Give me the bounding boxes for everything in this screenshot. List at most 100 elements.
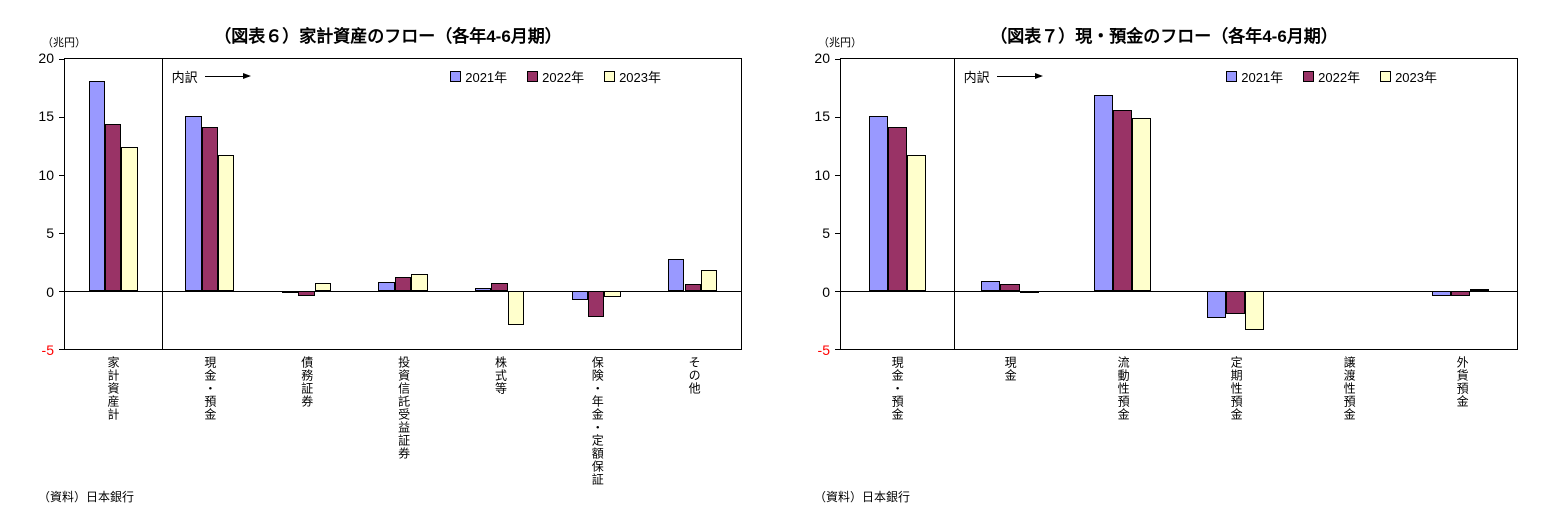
bar (1113, 110, 1133, 291)
y-tick-mark (59, 59, 65, 60)
legend-label: 2021年 (1241, 70, 1284, 85)
x-axis-category-label: 現金・預金 (202, 356, 217, 421)
bar (906, 155, 927, 291)
y-tick-mark (835, 117, 841, 118)
right-arrow-icon (996, 73, 1043, 79)
legend-item: 2022年 (527, 67, 584, 86)
y-tick-label: 15 (38, 108, 54, 125)
y-axis-unit-label: （兆円） (42, 37, 86, 49)
bar (121, 147, 138, 291)
legend-label: 2022年 (1318, 70, 1361, 85)
legend-swatch (1303, 71, 1315, 82)
x-axis-category-label: 流動性預金 (1116, 356, 1131, 421)
y-tick-label: 15 (814, 108, 830, 125)
plot-area: 内訳 2021年 2022年 2023年 (59, 58, 742, 350)
y-tick-label: 5 (46, 225, 54, 242)
bar (1206, 291, 1226, 318)
bar (1093, 94, 1114, 291)
bar (700, 270, 718, 291)
legend-swatch (1226, 71, 1238, 82)
legend-label: 2023年 (619, 70, 661, 85)
x-axis-category-label: 現金 (1003, 356, 1018, 382)
y-tick-label: 20 (38, 50, 54, 66)
y-tick-label: 0 (822, 283, 830, 300)
bar (1000, 284, 1020, 291)
x-axis-labels: 家計資産計 現金・預金 債務証券 投資信託受益証券 株式等 保険・年金・定額保証 その他 (64, 352, 742, 492)
legend-label: 2021年 (465, 70, 508, 85)
y-tick-mark (835, 291, 841, 292)
zero-axis-line (65, 291, 741, 292)
breakdown-text: 内訳 (963, 70, 990, 85)
bar (218, 155, 235, 291)
x-axis-category-label: 家計資産計 (106, 356, 121, 421)
x-axis-category-label: 譲渡性預金 (1342, 356, 1357, 421)
y-tick-mark (59, 291, 65, 292)
legend-item: 2022年 (1303, 67, 1360, 86)
bar (1132, 118, 1152, 291)
x-axis-category-label: その他 (687, 356, 702, 395)
bar (491, 282, 508, 291)
bar (668, 258, 685, 291)
bar (684, 284, 701, 291)
legend-swatch (527, 71, 539, 82)
legend-swatch (450, 71, 462, 82)
plot-area: 内訳 2021年 2022年 2023年 (835, 58, 1518, 350)
y-tick-label: -5 (817, 342, 830, 358)
bar (88, 81, 106, 291)
legend: 2021年 2022年 2023年 (450, 67, 661, 86)
bar (1225, 291, 1245, 315)
x-axis-category-label: 保険・年金・定額保証 (590, 356, 605, 486)
chart-header: （兆円） （図表６）家計資産のフロー（各年4-6月期） (0, 0, 776, 58)
y-tick-mark (835, 175, 841, 176)
y-tick-label: -5 (41, 342, 54, 358)
x-axis-category-label: 定期性預金 (1229, 356, 1244, 421)
bar (378, 281, 395, 291)
bar (868, 115, 888, 291)
x-axis-category-label: 外貨預金 (1455, 356, 1470, 408)
bar (1244, 291, 1265, 331)
breakdown-label: 内訳 (963, 67, 1043, 86)
legend: 2021年 2022年 2023年 (1226, 67, 1437, 86)
y-tick-mark (835, 349, 841, 350)
legend-item: 2023年 (604, 67, 661, 86)
y-tick-label: 10 (814, 166, 830, 183)
breakdown-label: 内訳 (171, 67, 251, 86)
bar (571, 291, 588, 301)
y-axis: 20 15 10 5 0 -5 (0, 50, 64, 358)
legend-label: 2023年 (1395, 70, 1437, 85)
y-tick-mark (835, 59, 841, 60)
figure6-household-assets-flow-chart: （兆円） （図表６）家計資産のフロー（各年4-6月期） 20 15 10 5 0 -5 内… (0, 0, 776, 504)
y-tick-label: 0 (46, 283, 54, 300)
y-tick-mark (59, 233, 65, 234)
y-tick-label: 10 (38, 166, 54, 183)
chart-body: 20 15 10 5 0 -5 内訳 2021年 2022年 2023年 (0, 50, 776, 358)
legend-item: 2021年 (450, 67, 507, 86)
bar (474, 287, 492, 291)
y-axis: 20 15 10 5 0 -5 (776, 50, 840, 358)
bar (887, 127, 907, 291)
x-axis-category-label: 投資信託受益証券 (396, 356, 411, 460)
bar (1431, 291, 1452, 296)
bar (185, 115, 202, 291)
legend-item: 2023年 (1380, 67, 1437, 86)
bar (1451, 291, 1471, 296)
source-note: （資料）日本銀行 (38, 490, 135, 504)
bar (411, 273, 428, 291)
bar (981, 280, 1001, 291)
legend-swatch (604, 71, 616, 82)
legend-item: 2021年 (1226, 67, 1283, 86)
zero-axis-line (841, 291, 1517, 292)
x-axis-labels: 現金・預金 現金 流動性預金 定期性預金 譲渡性預金 外貨預金 (840, 352, 1518, 492)
bar (587, 291, 605, 317)
bar (604, 291, 621, 297)
y-tick-mark (835, 233, 841, 234)
y-tick-mark (59, 117, 65, 118)
bar (105, 123, 122, 291)
bar (201, 127, 219, 291)
breakdown-text: 内訳 (171, 70, 198, 85)
chart-body: 20 15 10 5 0 -5 内訳 2021年 2022年 2023年 (776, 50, 1552, 358)
bar (1019, 291, 1039, 293)
y-tick-mark (59, 175, 65, 176)
legend-swatch (1380, 71, 1392, 82)
bar (281, 291, 299, 293)
